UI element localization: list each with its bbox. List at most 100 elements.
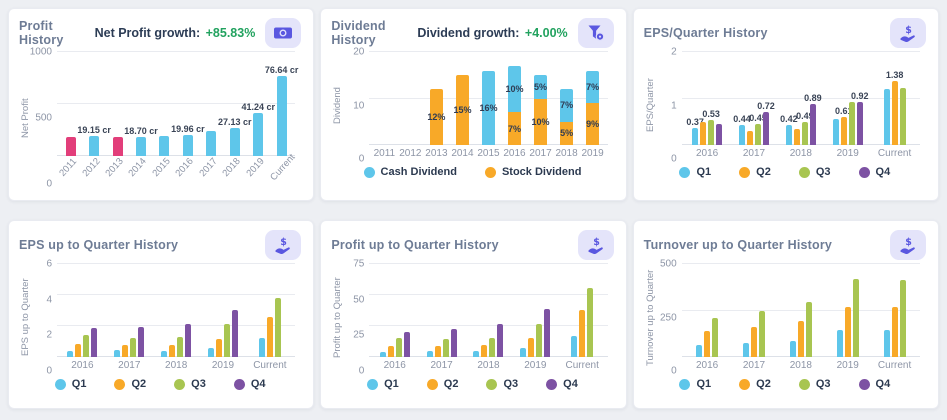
bar[interactable] [216, 338, 222, 357]
bar[interactable] [83, 335, 90, 357]
earnings-button[interactable]: $ [577, 230, 614, 260]
bar[interactable] [442, 339, 449, 357]
bar[interactable] [395, 338, 402, 357]
bar[interactable] [426, 351, 433, 357]
bar[interactable] [899, 88, 906, 145]
bar[interactable] [712, 317, 719, 357]
legend-item-q2[interactable]: Q2 [426, 378, 458, 390]
bar[interactable] [840, 116, 847, 145]
legend-item-q4[interactable]: Q4 [858, 166, 890, 178]
bar[interactable] [159, 135, 170, 156]
bar[interactable] [473, 351, 480, 357]
bar[interactable] [481, 344, 488, 357]
legend-item-q4[interactable]: Q4 [546, 378, 578, 390]
bar[interactable] [762, 111, 769, 145]
bar[interactable] [130, 338, 137, 357]
bar[interactable] [832, 118, 839, 145]
bar[interactable] [208, 348, 214, 357]
bar[interactable] [520, 348, 527, 357]
bar[interactable] [185, 323, 192, 357]
legend-item-q2[interactable]: Q2 [739, 378, 771, 390]
bar[interactable] [276, 76, 287, 156]
legend-item-q1[interactable]: Q1 [54, 378, 86, 390]
bar-segment[interactable]: 7% [560, 89, 573, 122]
bar[interactable] [809, 103, 816, 145]
bar[interactable] [122, 345, 129, 357]
bar[interactable] [229, 127, 240, 156]
bar-segment[interactable]: 9% [586, 103, 599, 145]
bar[interactable] [883, 88, 890, 145]
legend-item-q3[interactable]: Q3 [798, 378, 831, 390]
bar-segment[interactable]: 7% [586, 70, 599, 104]
bar[interactable] [692, 127, 699, 145]
bar[interactable] [182, 135, 193, 156]
filter-button[interactable] [577, 18, 614, 48]
bar[interactable] [266, 316, 273, 357]
legend-item-q1[interactable]: Q1 [679, 166, 711, 178]
legend-item-q2[interactable]: Q2 [739, 166, 771, 178]
bar[interactable] [891, 80, 898, 145]
bar[interactable] [91, 328, 98, 357]
legend-item-q4[interactable]: Q4 [858, 378, 890, 390]
bar[interactable] [587, 287, 594, 357]
bar[interactable] [177, 337, 184, 357]
bar[interactable] [750, 326, 757, 357]
bar[interactable] [891, 306, 898, 357]
bar[interactable] [746, 130, 753, 145]
bar-segment[interactable]: 5% [534, 75, 547, 99]
bar[interactable] [114, 350, 121, 357]
bar[interactable] [571, 335, 578, 357]
bar[interactable] [742, 343, 749, 357]
legend-item-stock-dividend[interactable]: Stock Dividend [484, 166, 581, 178]
bar[interactable] [497, 323, 504, 357]
bar[interactable] [758, 310, 765, 357]
bar[interactable] [161, 350, 168, 357]
bar[interactable] [700, 121, 707, 145]
bar[interactable] [579, 309, 586, 357]
bar[interactable] [274, 297, 281, 357]
bar[interactable] [206, 131, 217, 156]
bar[interactable] [450, 329, 457, 357]
bar[interactable] [738, 124, 745, 145]
bar[interactable] [696, 344, 703, 357]
bar[interactable] [785, 125, 792, 145]
bar-segment[interactable]: 5% [560, 121, 573, 145]
bar[interactable] [789, 340, 796, 357]
bar[interactable] [536, 323, 543, 357]
bar[interactable] [544, 308, 551, 357]
legend-item-q3[interactable]: Q3 [486, 378, 518, 390]
earnings-button[interactable]: $ [890, 230, 926, 260]
bar[interactable] [403, 332, 410, 357]
bar[interactable] [138, 327, 145, 357]
bar[interactable] [801, 122, 808, 145]
bar[interactable] [89, 136, 100, 156]
bar[interactable] [232, 310, 238, 357]
bar[interactable] [258, 338, 265, 357]
money-view-button[interactable] [265, 18, 302, 48]
bar[interactable] [716, 124, 723, 145]
bar[interactable] [224, 324, 230, 357]
bar[interactable] [253, 113, 264, 156]
legend-item-q1[interactable]: Q1 [367, 378, 399, 390]
bar[interactable] [793, 128, 800, 145]
bar[interactable] [704, 330, 711, 357]
bar[interactable] [75, 343, 82, 357]
bar-segment[interactable]: 10% [532, 98, 550, 145]
bar[interactable] [797, 321, 804, 357]
bar[interactable] [169, 345, 176, 357]
bar[interactable] [848, 102, 855, 145]
bar-segment[interactable]: 12% [427, 89, 445, 145]
bar[interactable] [883, 330, 890, 357]
bar[interactable] [844, 306, 851, 357]
bar[interactable] [805, 302, 812, 357]
bar[interactable] [67, 351, 74, 357]
bar[interactable] [434, 345, 441, 357]
bar[interactable] [899, 280, 906, 357]
bar-segment[interactable]: 10% [506, 65, 524, 113]
legend-item-q3[interactable]: Q3 [174, 378, 206, 390]
earnings-button[interactable]: $ [890, 18, 926, 48]
bar[interactable] [836, 330, 843, 357]
bar-segment[interactable]: 15% [453, 75, 471, 145]
bar[interactable] [65, 136, 76, 156]
legend-item-cash-dividend[interactable]: Cash Dividend [363, 166, 457, 178]
